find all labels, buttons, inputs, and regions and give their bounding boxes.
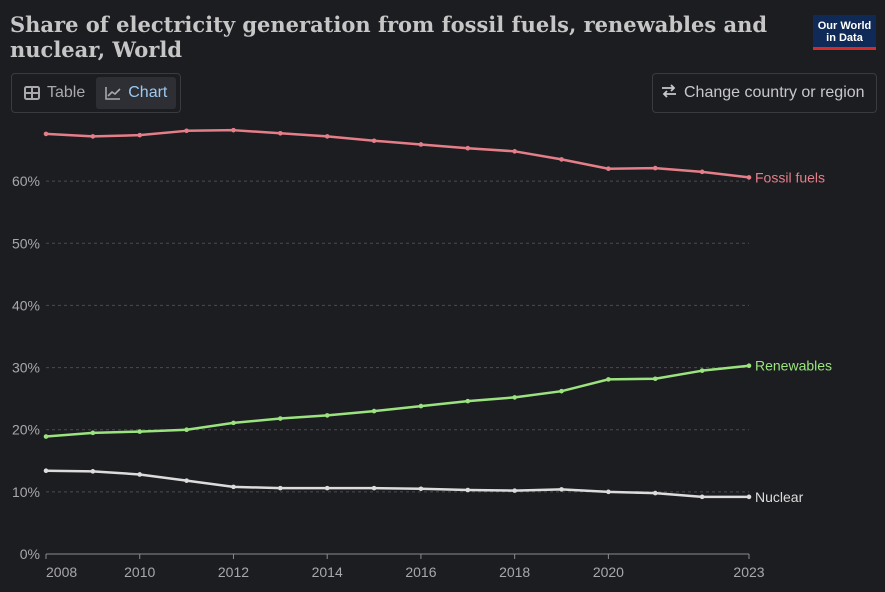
- renewables-point: [699, 368, 705, 373]
- x-tick-label: 2014: [312, 564, 343, 580]
- y-tick-label: 60%: [12, 173, 40, 189]
- line-chart-icon: [105, 86, 121, 100]
- nuclear-line: [45, 469, 749, 499]
- tab-chart-label: Chart: [128, 84, 168, 101]
- nuclear-point: [559, 487, 564, 492]
- x-tick-label: 2008: [46, 564, 77, 580]
- fossil-fuels-point: [278, 130, 283, 136]
- x-tick-label: 2016: [405, 564, 436, 580]
- tab-table[interactable]: Table: [15, 77, 94, 109]
- y-tick-label: 0%: [20, 546, 40, 562]
- renewables-point: [746, 363, 752, 369]
- tab-chart[interactable]: Chart: [96, 77, 177, 109]
- fossil-fuels-point: [465, 145, 471, 151]
- logo-line-1: Our World: [817, 20, 872, 32]
- renewables-point: [324, 413, 330, 418]
- fossil-fuels-point: [324, 134, 330, 139]
- table-icon: [24, 86, 40, 100]
- x-tick-label: 2010: [124, 564, 155, 580]
- fossil-fuels-point: [90, 134, 96, 139]
- renewables-point: [652, 376, 658, 382]
- fossil-fuels-point: [559, 157, 564, 162]
- renewables-point: [184, 427, 189, 433]
- y-tick-label: 50%: [12, 235, 40, 251]
- nuclear-point: [746, 494, 752, 500]
- renewables-point: [559, 388, 564, 394]
- x-tick-label: 2020: [593, 564, 624, 580]
- renewables-point: [90, 430, 96, 436]
- fossil-fuels-point: [231, 127, 236, 133]
- renewables-point: [371, 408, 377, 414]
- nuclear-point: [184, 478, 189, 483]
- y-tick-label: 20%: [12, 422, 40, 438]
- y-tick-label: 10%: [12, 484, 40, 500]
- renewables-label: Renewables: [755, 358, 832, 374]
- change-region-label: Change country or region: [684, 84, 865, 101]
- nuclear-point: [278, 485, 283, 491]
- renewables-point: [465, 398, 471, 404]
- nuclear-point: [371, 485, 377, 491]
- fossil-fuels-point: [746, 175, 752, 180]
- nuclear-point: [512, 488, 517, 493]
- fossil-fuels-point: [699, 169, 705, 175]
- renewables-point: [137, 429, 143, 434]
- y-tick-label: 40%: [12, 297, 40, 313]
- renewables-point: [606, 377, 611, 382]
- nuclear-label: Nuclear: [755, 489, 804, 505]
- renewables-line: [45, 364, 750, 438]
- fossil-fuels-point: [371, 138, 377, 144]
- renewables-point: [512, 395, 517, 400]
- swap-arrows-icon: [661, 83, 677, 103]
- x-tick-label: 2023: [733, 564, 764, 580]
- fossil-fuels-point: [184, 128, 189, 134]
- nuclear-point: [137, 472, 143, 477]
- fossil-fuels-point: [137, 132, 143, 138]
- renewables-point: [278, 416, 283, 421]
- nuclear-point: [324, 485, 330, 491]
- x-tick-label: 2012: [218, 564, 249, 580]
- renewables-point: [418, 403, 424, 409]
- fossil-fuels-point: [43, 131, 49, 137]
- tab-table-label: Table: [47, 84, 86, 101]
- logo-line-2: in Data: [826, 32, 863, 44]
- nuclear-point: [652, 490, 658, 496]
- fossil-fuels-line: [45, 128, 750, 179]
- nuclear-point: [231, 484, 236, 490]
- y-tick-label: 30%: [12, 360, 40, 376]
- chart-title: Share of electricity generation from fos…: [10, 12, 768, 62]
- nuclear-point: [90, 469, 96, 474]
- nuclear-point: [465, 487, 471, 493]
- x-tick-label: 2018: [499, 564, 530, 580]
- fossil-fuels-label: Fossil fuels: [755, 169, 825, 185]
- nuclear-point: [418, 486, 424, 492]
- renewables-point: [43, 434, 49, 439]
- fossil-fuels-point: [418, 142, 424, 147]
- fossil-fuels-point: [606, 166, 611, 172]
- nuclear-point: [699, 494, 705, 500]
- change-region-button[interactable]: Change country or region: [652, 73, 877, 113]
- renewables-point: [231, 420, 236, 426]
- nuclear-point: [606, 489, 611, 495]
- fossil-fuels-point: [652, 165, 658, 171]
- nuclear-point: [43, 468, 49, 474]
- view-tabs: Table Chart: [11, 73, 181, 113]
- fossil-fuels-point: [512, 149, 517, 154]
- owid-logo[interactable]: Our World in Data: [813, 15, 876, 50]
